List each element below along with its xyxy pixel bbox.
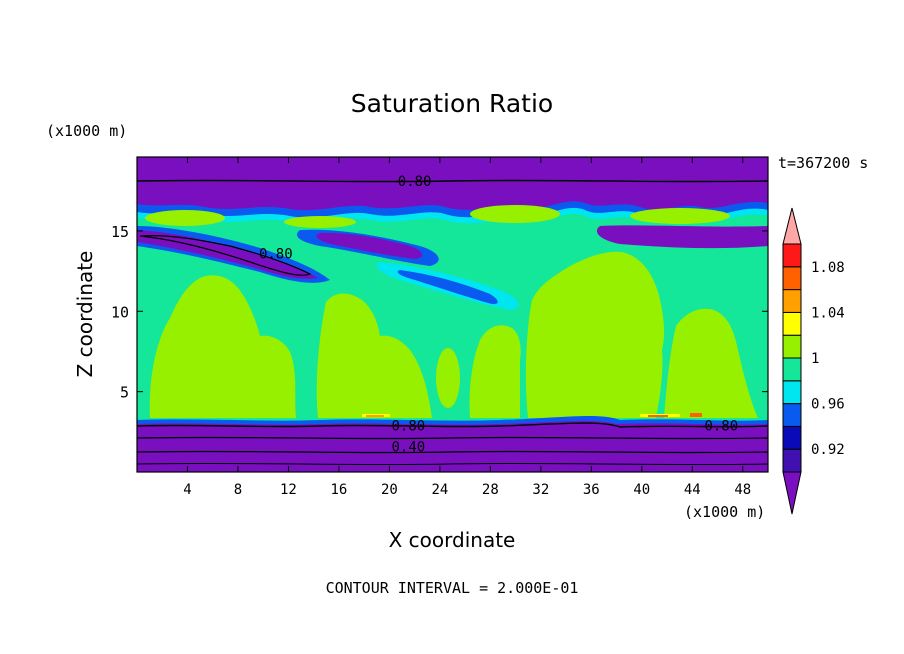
contour-line-lower-3 xyxy=(137,450,768,454)
dry-streak-right xyxy=(596,225,768,249)
contour-label: 0.80 xyxy=(398,174,432,190)
x-unit-label: (x1000 m) xyxy=(684,503,765,521)
green-patch xyxy=(470,205,560,223)
x-tick-label: 44 xyxy=(684,482,701,498)
green-region-far-right xyxy=(664,308,758,418)
warm-speck xyxy=(366,415,384,417)
x-tick-label: 12 xyxy=(280,482,297,498)
y-tick-label: 5 xyxy=(120,384,129,402)
colorbar-label: 1 xyxy=(811,351,819,367)
colorbar-box xyxy=(782,289,802,313)
x-tick-label: 4 xyxy=(183,482,191,498)
contour-label: 0.80 xyxy=(704,418,738,434)
contour-line-lower-4 xyxy=(137,462,768,466)
x-tick-label: 36 xyxy=(583,482,600,498)
colorbar-box xyxy=(782,380,802,405)
y-axis-ticks: 5 10 15 xyxy=(111,223,768,402)
y-tick-label: 10 xyxy=(111,303,129,321)
y-axis-label: Z coordinate xyxy=(73,251,97,378)
warm-speck xyxy=(690,413,702,417)
colorbar: 0.92 0.96 1 1.04 1.08 xyxy=(782,207,845,515)
green-patch xyxy=(436,348,460,408)
contour-line-lower-2 xyxy=(137,436,768,440)
colorbar-box xyxy=(782,448,802,473)
colorbar-label: 0.92 xyxy=(811,442,845,458)
y-tick-label: 15 xyxy=(111,223,129,241)
contour-label: 0.80 xyxy=(259,246,293,262)
contour-label: 0.40 xyxy=(391,439,425,455)
x-tick-label: 20 xyxy=(381,482,398,498)
green-patch xyxy=(630,208,730,224)
colorbar-box xyxy=(782,311,802,336)
colorbar-box xyxy=(782,357,802,382)
green-region-center-left xyxy=(316,293,432,418)
dry-streak-mid-blue xyxy=(397,270,498,305)
warm-speck xyxy=(648,415,668,417)
green-patch xyxy=(284,216,356,228)
colorbar-top-triangle xyxy=(782,207,802,245)
chart-title: Saturation Ratio xyxy=(351,89,553,118)
lower-purple-layer xyxy=(137,420,768,472)
colorbar-box xyxy=(782,425,802,450)
x-axis-ticks: 4 8 12 16 20 24 28 32 36 40 44 48 xyxy=(183,157,751,498)
x-axis-label: X coordinate xyxy=(389,528,516,552)
contour-labels: 0.80 0.80 0.80 0.80 0.40 xyxy=(259,174,738,455)
colorbar-label: 1.08 xyxy=(811,260,845,276)
time-label: t=367200 s xyxy=(778,154,868,172)
colorbar-box xyxy=(782,403,802,427)
x-tick-label: 28 xyxy=(482,482,499,498)
x-tick-label: 32 xyxy=(532,482,549,498)
upper-purple-layer xyxy=(137,157,768,211)
x-tick-label: 8 xyxy=(234,482,242,498)
green-patch xyxy=(236,334,264,390)
contour-interval-footer: CONTOUR INTERVAL = 2.000E-01 xyxy=(326,579,579,597)
green-patch xyxy=(145,210,225,226)
contour-line-upper xyxy=(137,179,768,183)
colorbar-box xyxy=(782,266,802,291)
green-region-center-right xyxy=(469,325,521,418)
x-tick-label: 48 xyxy=(734,482,751,498)
x-tick-label: 24 xyxy=(431,482,448,498)
contour-label: 0.80 xyxy=(391,418,425,434)
colorbar-box xyxy=(782,334,802,359)
contour-line-lower xyxy=(137,422,768,428)
contour-line-streak xyxy=(139,235,312,276)
saturation-field xyxy=(137,157,768,472)
green-region-right xyxy=(525,251,665,418)
x-tick-label: 16 xyxy=(330,482,347,498)
plot-frame xyxy=(136,156,769,473)
colorbar-label: 1.04 xyxy=(811,305,845,321)
colorbar-label: 0.96 xyxy=(811,397,845,413)
z-unit-label: (x1000 m) xyxy=(46,122,127,140)
colorbar-bottom-triangle xyxy=(782,471,802,515)
colorbar-box xyxy=(782,243,802,268)
dry-streak-center-purple xyxy=(316,232,422,259)
x-tick-label: 40 xyxy=(633,482,650,498)
